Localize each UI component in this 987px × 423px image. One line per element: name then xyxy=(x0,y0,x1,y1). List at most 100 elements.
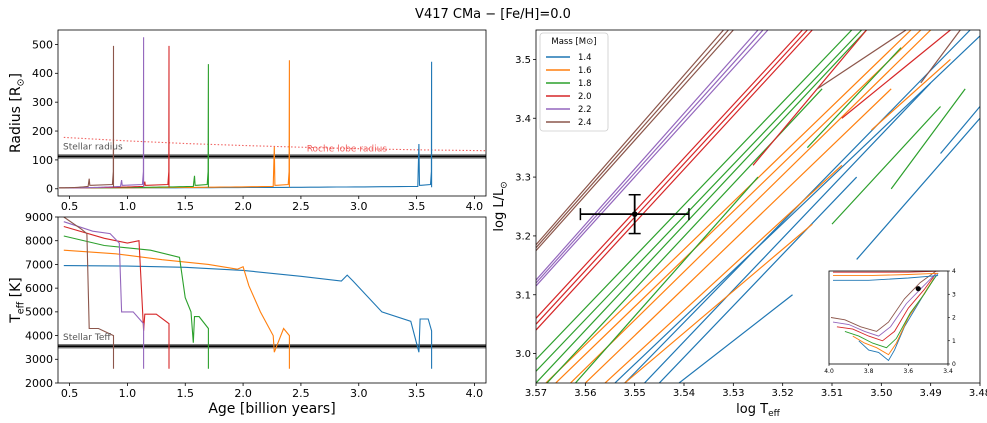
teff-ylabel: Teff [K] xyxy=(8,277,27,324)
legend-title: Mass [M⊙] xyxy=(551,37,596,47)
teff-xtick-label: 4.0 xyxy=(466,387,484,400)
roche-lobe-line xyxy=(63,136,486,152)
teff-xlabel: Age [billion years] xyxy=(208,401,335,417)
inset-track-1.6 xyxy=(833,272,939,277)
inset-ytick-label: 3 xyxy=(952,291,956,298)
hrd-track-1.8 xyxy=(890,88,966,190)
teff-xtick-label: 3.0 xyxy=(350,387,368,400)
teff-ytick-label: 8000 xyxy=(25,235,53,248)
hrd-ylabel-main: log L/L xyxy=(492,188,507,232)
hrd-xlabel-sub: eff xyxy=(768,409,781,419)
hrd-track-2.2 xyxy=(536,30,764,284)
teff-track-1.6 xyxy=(63,249,290,369)
teff-ytick-label: 5000 xyxy=(25,306,53,319)
legend-label: 1.4 xyxy=(578,53,592,63)
hrd-track-1.6 xyxy=(604,164,843,383)
teff-ylabel-sub: eff xyxy=(16,301,27,314)
hr-inset-panel: 4.0 3.8 3.6 3.40 1 2 3 4 xyxy=(824,268,956,375)
teff-ylabel-end: [K] xyxy=(8,277,24,302)
hrd-track-2.0 xyxy=(752,30,867,166)
hrd-track-1.6 xyxy=(555,30,922,383)
radius-ytick-label: 400 xyxy=(32,67,53,80)
hrd-track-2.4 xyxy=(536,30,734,252)
hrd-xlabel-main: log T xyxy=(736,402,768,417)
hrd-track-2.4 xyxy=(816,30,907,90)
radius-ylabel-main: Radius [R xyxy=(8,86,24,153)
hrd-track-2.4 xyxy=(920,30,961,84)
radius-track-2.0 xyxy=(59,45,170,189)
hr-diagram-panel: 3.573.563.553.543.533.523.513.503.493.48… xyxy=(492,29,987,419)
inset-xtick-label: 3.4 xyxy=(943,368,953,375)
hrd-ylabel-sub: ⊙ xyxy=(499,181,509,188)
hrd-xtick-label: 3.52 xyxy=(772,388,794,399)
inset-plot-area xyxy=(830,271,941,362)
teff-plot-area xyxy=(58,217,486,369)
teff-ytick-label: 3000 xyxy=(25,353,53,366)
inset-ytick-label: 4 xyxy=(952,268,956,275)
hrd-track-1.4 xyxy=(658,176,858,383)
radius-ylabel-end: ] xyxy=(8,73,24,78)
hrd-track-1.4 xyxy=(856,117,980,260)
legend: Mass [M⊙] 1.4 1.6 1.8 2.0 2.2 2.4 xyxy=(539,32,609,132)
hrd-track-2.2 xyxy=(536,30,759,281)
radius-track-2.4 xyxy=(59,45,115,189)
radius-ylabel: Radius [R⊙] xyxy=(8,73,27,153)
hrd-track-2.0 xyxy=(536,30,803,319)
hrd-track-1.8 xyxy=(536,30,863,372)
teff-ytick-label: 2000 xyxy=(25,377,53,390)
hrd-track-2.4 xyxy=(536,30,729,249)
hrd-track-2.4 xyxy=(536,30,724,246)
hrd-track-1.6 xyxy=(871,58,951,131)
legend-label: 1.8 xyxy=(578,79,592,89)
hrd-track-1.8 xyxy=(536,30,853,360)
teff-xtick-label: 2.0 xyxy=(234,387,252,400)
hrd-track-1.6 xyxy=(584,88,892,383)
inset-star-marker xyxy=(915,286,921,292)
radius-xtick-label: 2.5 xyxy=(292,200,310,213)
hrd-track-1.4 xyxy=(614,35,980,383)
teff-ytick-label: 6000 xyxy=(25,282,53,295)
roche-lobe-label: Roche lobe radius xyxy=(307,144,388,154)
hrd-xtick-label: 3.57 xyxy=(525,388,547,399)
hrd-xtick-label: 3.53 xyxy=(722,388,744,399)
radius-ytick-label: 500 xyxy=(32,38,53,51)
radius-panel: 0.5 1.0 1.5 2.0 2.5 3.0 3.5 4.0 0 100 200 300 400 500… xyxy=(8,29,487,213)
hrd-track-2.0 xyxy=(536,30,813,331)
teff-xtick-label: 1.5 xyxy=(176,387,194,400)
hrd-xtick-label: 3.49 xyxy=(920,388,942,399)
hrd-track-1.8 xyxy=(536,30,867,383)
stellar-teff-label: Stellar Teff xyxy=(63,333,111,343)
teff-xtick-label: 3.5 xyxy=(408,387,426,400)
inset-track-1.4 xyxy=(833,275,939,281)
hrd-track-1.4 xyxy=(940,106,980,154)
inset-track-2.0 xyxy=(833,271,941,273)
hrd-track-1.8 xyxy=(806,47,902,149)
legend-label: 1.6 xyxy=(578,66,592,76)
teff-track-2.2 xyxy=(63,221,145,369)
radius-ytick-label: 100 xyxy=(32,154,53,167)
hrd-ytick-label: 3.5 xyxy=(515,55,531,66)
teff-ytick-label: 7000 xyxy=(25,258,53,271)
inset-xtick-label: 3.8 xyxy=(864,368,874,375)
radius-xtick-label: 0.5 xyxy=(61,200,79,213)
inset-ytick-label: 2 xyxy=(952,315,956,322)
hrd-ytick-label: 3.0 xyxy=(515,349,531,360)
hrd-xtick-label: 3.55 xyxy=(624,388,646,399)
hrd-ytick-label: 3.1 xyxy=(515,290,531,301)
inset-ytick-label: 0 xyxy=(952,361,956,368)
hrd-track-1.6 xyxy=(570,30,932,383)
teff-ylabel-main: T xyxy=(8,314,24,324)
teff-ytick-label: 4000 xyxy=(25,329,53,342)
hrd-ytick-label: 3.2 xyxy=(515,231,531,242)
hrd-ytick-label: 3.3 xyxy=(515,173,531,184)
figure-title: V417 CMa − [Fe/H]=0.0 xyxy=(415,7,571,22)
star-marker xyxy=(631,211,638,217)
teff-ytick-label: 9000 xyxy=(25,211,53,224)
teff-panel: 0.5 1.0 1.5 2.0 2.5 3.0 3.5 4.0 2000 3000 4000 5000… xyxy=(8,211,487,417)
inset-ytick-label: 1 xyxy=(952,338,956,345)
hrd-track-1.8 xyxy=(575,176,759,383)
teff-frame xyxy=(57,216,487,384)
inset-xtick-label: 3.6 xyxy=(904,368,914,375)
hrd-track-1.4 xyxy=(678,294,793,383)
teff-xtick-label: 1.0 xyxy=(119,387,137,400)
